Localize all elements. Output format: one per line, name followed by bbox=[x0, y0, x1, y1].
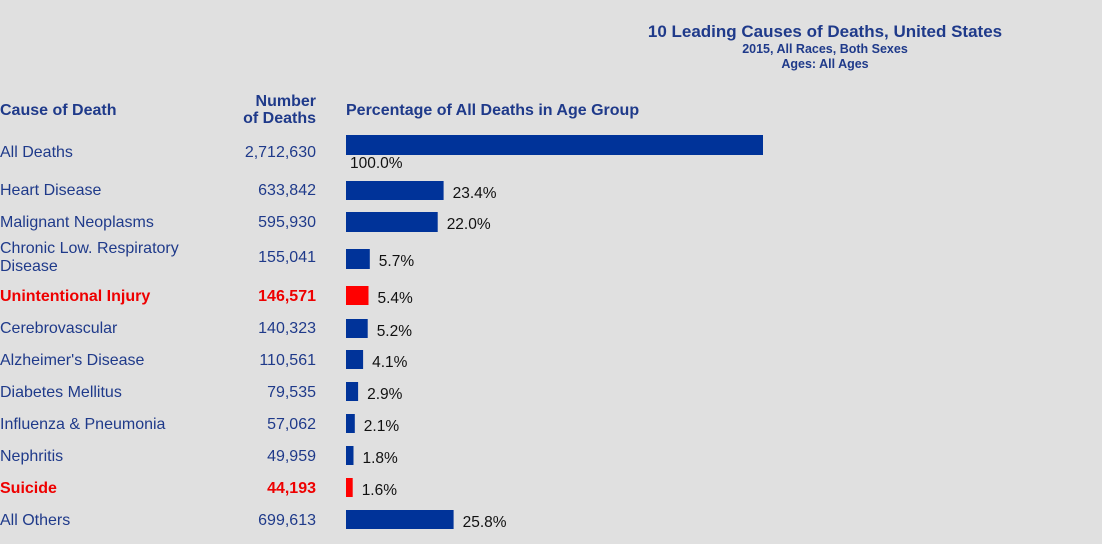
table-row: Diabetes Mellitus 79,535 bbox=[0, 384, 1102, 416]
bar bbox=[346, 446, 354, 465]
chart-subtitle-line-1: 2015, All Races, Both Sexes bbox=[742, 42, 908, 56]
percentage-label: 23.4% bbox=[453, 185, 497, 202]
death-count: 49,959 bbox=[267, 448, 316, 465]
death-count: 44,193 bbox=[267, 480, 316, 497]
cause-label: Diabetes Mellitus bbox=[0, 384, 122, 401]
cause-label: Suicide bbox=[0, 480, 57, 497]
percentage-label: 1.6% bbox=[362, 482, 398, 499]
percentage-label: 4.1% bbox=[372, 354, 408, 371]
cause-label: Cerebrovascular bbox=[0, 320, 118, 337]
death-count: 633,842 bbox=[258, 182, 316, 199]
chart-subtitle-line-2: Ages: All Ages bbox=[781, 57, 869, 71]
table-row: Influenza & Pneumonia 57,062 bbox=[0, 416, 1102, 448]
table-row: Alzheimer's Disease 110,561 bbox=[0, 352, 1102, 384]
number-header-line-2: of Deaths bbox=[243, 110, 316, 127]
cause-label: Chronic Low. Respiratory Disease bbox=[0, 240, 179, 275]
bar bbox=[346, 319, 368, 338]
table-row: Nephritis 49,959 bbox=[0, 448, 1102, 480]
chart-title: 10 Leading Causes of Deaths, United Stat… bbox=[647, 22, 1003, 41]
cause-label: All Deaths bbox=[0, 144, 73, 161]
death-count: 595,930 bbox=[258, 214, 316, 231]
death-count: 155,041 bbox=[258, 249, 316, 266]
death-count: 79,535 bbox=[267, 384, 316, 401]
bar bbox=[346, 350, 364, 369]
number-column-header: Number of Deaths bbox=[243, 93, 316, 127]
table-row: Malignant Neoplasms 595,930 bbox=[0, 214, 1102, 246]
table-row: Cerebrovascular 140,323 bbox=[0, 320, 1102, 352]
percentage-label: 2.9% bbox=[367, 386, 403, 403]
table-row: Unintentional Injury 146,571 bbox=[0, 288, 1102, 320]
bar bbox=[346, 382, 359, 401]
cause-label: Alzheimer's Disease bbox=[0, 352, 145, 369]
table-row: All Deaths 2,712,630 bbox=[0, 144, 1102, 176]
cause-label: Nephritis bbox=[0, 448, 64, 465]
percentage-label: 22.0% bbox=[447, 216, 491, 233]
bar bbox=[346, 286, 369, 305]
percentage-label: 5.2% bbox=[377, 323, 413, 340]
bar bbox=[346, 135, 763, 155]
percentage-label: 5.7% bbox=[379, 253, 415, 270]
death-count: 699,613 bbox=[258, 512, 316, 529]
table-row: All Others 699,613 bbox=[0, 512, 1102, 544]
death-count: 57,062 bbox=[267, 416, 316, 433]
bar bbox=[346, 249, 370, 269]
cause-label: Malignant Neoplasms bbox=[0, 214, 154, 231]
cause-label: Heart Disease bbox=[0, 182, 102, 199]
number-header-line-1: Number bbox=[255, 93, 316, 110]
cause-column-header: Cause of Death bbox=[0, 102, 117, 119]
chart-title-block: 10 Leading Causes of Deaths, United Stat… bbox=[560, 22, 1090, 72]
percentage-column-header: Percentage of All Deaths in Age Group bbox=[346, 102, 640, 119]
bar bbox=[346, 510, 454, 529]
table-row: Chronic Low. Respiratory Disease 155,041 bbox=[0, 240, 1102, 275]
percentage-label: 1.8% bbox=[363, 450, 399, 467]
percentage-label: 100.0% bbox=[350, 155, 403, 172]
cause-label: Unintentional Injury bbox=[0, 288, 151, 305]
table-row: Heart Disease 633,842 bbox=[0, 182, 1102, 214]
bar bbox=[346, 181, 444, 200]
table-row: Suicide 44,193 bbox=[0, 480, 1102, 512]
death-count: 110,561 bbox=[259, 352, 316, 369]
bar bbox=[346, 212, 438, 232]
percentage-label: 2.1% bbox=[364, 418, 400, 435]
percentage-label: 5.4% bbox=[378, 290, 414, 307]
bar bbox=[346, 414, 355, 433]
death-count: 2,712,630 bbox=[244, 144, 316, 161]
cause-label: Influenza & Pneumonia bbox=[0, 416, 166, 433]
cause-label: All Others bbox=[0, 512, 71, 529]
bar bbox=[346, 478, 353, 497]
death-count: 146,571 bbox=[258, 288, 316, 305]
percentage-label: 25.8% bbox=[463, 514, 507, 531]
death-count: 140,323 bbox=[258, 320, 316, 337]
